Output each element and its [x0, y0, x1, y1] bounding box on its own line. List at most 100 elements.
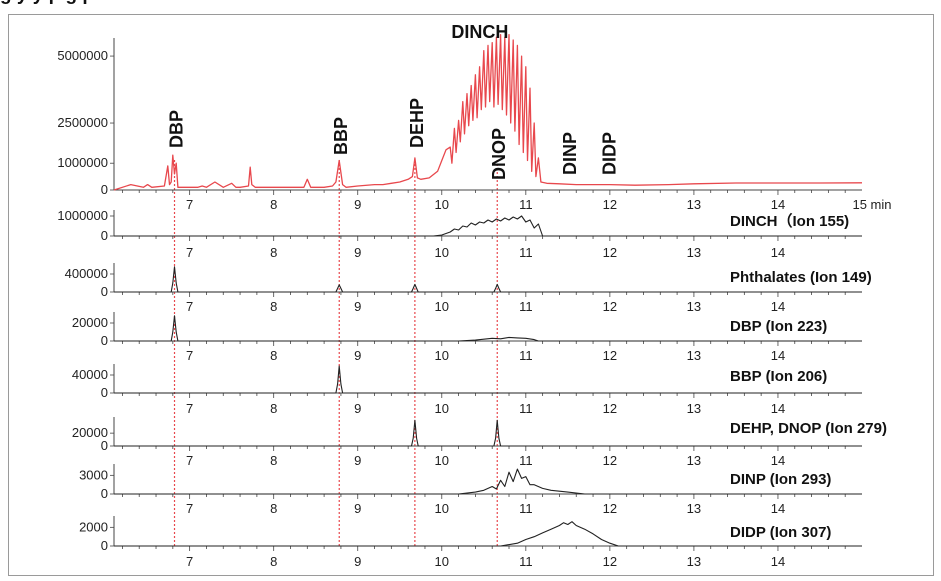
- x-tick-label: 9: [354, 245, 361, 260]
- x-tick-label: 14: [771, 554, 785, 569]
- y-tick-label: 400000: [65, 266, 108, 281]
- x-tick-label: 11: [519, 299, 533, 314]
- figure-heading-fragment: g y y p g p: [0, 0, 941, 8]
- x-tick-label: 9: [354, 554, 361, 569]
- y-tick-label: 1000000: [57, 155, 108, 170]
- x-tick-label: 11: [519, 453, 533, 468]
- x-tick-label: 14: [771, 348, 785, 363]
- ion-label: DIDP (Ion 307): [730, 524, 831, 541]
- y-tick-label: 0: [101, 486, 108, 501]
- ion-label: DEHP, DNOP (Ion 279): [730, 420, 887, 437]
- panel-dbp: 0 20000 7 8 9 10 11 12 13 14 DBP (Ion 223): [72, 312, 862, 363]
- compound-label-dinp: DINP: [560, 132, 580, 175]
- x-tick-label: 11: [519, 348, 533, 363]
- x-tick-label: 9: [354, 348, 361, 363]
- trace-dinp: [114, 468, 862, 495]
- trace-dehp_dnop: [114, 419, 862, 447]
- x-tick-label: 11: [519, 501, 533, 516]
- x-unit-label: 15 min: [852, 197, 891, 212]
- x-tick-label: 9: [354, 299, 361, 314]
- x-tick-label: 8: [270, 197, 277, 212]
- ion-label: DINCH（Ion 155): [730, 212, 849, 230]
- x-tick-label: 10: [435, 501, 449, 516]
- panel-tic: 0 1000000 2500000 5000000 7 8 9 10 11 12 13 14: [57, 33, 863, 212]
- x-tick-label: 7: [186, 245, 193, 260]
- x-tick-label: 9: [354, 501, 361, 516]
- x-tick-label: 11: [519, 197, 533, 212]
- y-tick-label: 40000: [72, 367, 108, 382]
- panel-phthalates: 0 400000 7 8 9 10 11 12 13 14 Phthalates (Ion 149): [65, 263, 872, 314]
- x-tick-label: 14: [771, 501, 785, 516]
- x-tick-label: 11: [519, 245, 533, 260]
- x-tick-label: 12: [603, 348, 617, 363]
- x-tick-label: 7: [186, 348, 193, 363]
- x-tick-label: 8: [270, 453, 277, 468]
- trace-bbp: [114, 365, 862, 394]
- x-tick-label: 8: [270, 245, 277, 260]
- y-tick-label: 0: [101, 182, 108, 197]
- x-tick-label: 13: [687, 453, 701, 468]
- x-tick-label: 14: [771, 401, 785, 416]
- x-tick-label: 7: [186, 453, 193, 468]
- panel-dinch: 0 1000000 7 8 9 10 11 12 13 14 DINCH（Ion 155): [57, 208, 862, 260]
- y-tick-label: 5000000: [57, 48, 108, 63]
- y-tick-label: 20000: [72, 315, 108, 330]
- x-tick-label: 9: [354, 453, 361, 468]
- y-tick-label: 0: [101, 284, 108, 299]
- x-tick-label: 7: [186, 197, 193, 212]
- x-tick-label: 11: [519, 401, 533, 416]
- x-tick-label: 13: [687, 245, 701, 260]
- x-tick-label: 10: [435, 401, 449, 416]
- x-tick-label: 8: [270, 299, 277, 314]
- ion-label: BBP (Ion 206): [730, 368, 827, 385]
- x-tick-label: 12: [603, 197, 617, 212]
- x-tick-label: 14: [771, 245, 785, 260]
- panel-dinp: 0 3000 7 8 9 10 11 12 13 14 DINP (Ion 293): [79, 464, 862, 516]
- x-tick-label: 9: [354, 401, 361, 416]
- trace-tic: [113, 33, 863, 191]
- trace-phthalates: [114, 266, 862, 293]
- x-tick-label: 13: [687, 501, 701, 516]
- compound-label-dehp: DEHP: [407, 98, 427, 148]
- x-tick-label: 9: [354, 197, 361, 212]
- x-tick-label: 10: [435, 554, 449, 569]
- x-tick-label: 8: [270, 401, 277, 416]
- x-tick-label: 12: [603, 501, 617, 516]
- y-tick-label: 0: [101, 438, 108, 453]
- x-tick-label: 13: [687, 401, 701, 416]
- x-tick-label: 8: [270, 554, 277, 569]
- y-tick-label: 0: [101, 385, 108, 400]
- x-tick-label: 13: [687, 348, 701, 363]
- ion-label: Phthalates (Ion 149): [730, 269, 872, 286]
- y-tick-label: 20000: [72, 425, 108, 440]
- x-tick-label: 14: [771, 299, 785, 314]
- x-tick-label: 12: [603, 401, 617, 416]
- x-tick-label: 11: [519, 554, 533, 569]
- trace-didp: [114, 521, 862, 547]
- y-tick-label: 1000000: [57, 208, 108, 223]
- ion-label: DBP (Ion 223): [730, 318, 827, 335]
- trace-dinch: [114, 215, 862, 237]
- x-tick-label: 7: [186, 299, 193, 314]
- x-tick-label: 12: [603, 554, 617, 569]
- x-tick-label: 7: [186, 554, 193, 569]
- compound-label-didp: DIDP: [599, 132, 619, 175]
- x-tick-label: 13: [687, 197, 701, 212]
- x-tick-label: 8: [270, 501, 277, 516]
- x-tick-label: 12: [603, 299, 617, 314]
- x-tick-label: 14: [771, 197, 785, 212]
- x-tick-label: 10: [435, 299, 449, 314]
- x-tick-label: 10: [435, 348, 449, 363]
- panel-didp: 0 2000 7 8 9 10 11 12 13 14 DIDP (Ion 307): [79, 516, 862, 569]
- x-tick-label: 10: [435, 197, 449, 212]
- trace-dbp: [114, 315, 862, 342]
- y-tick-label: 2500000: [57, 115, 108, 130]
- x-tick-label: 13: [687, 299, 701, 314]
- compound-label-dinch: DINCH: [451, 22, 508, 42]
- x-tick-label: 12: [603, 245, 617, 260]
- y-tick-label: 2000: [79, 519, 108, 534]
- x-tick-label: 8: [270, 348, 277, 363]
- y-tick-label: 0: [101, 538, 108, 553]
- x-tick-label: 7: [186, 501, 193, 516]
- compound-label-dnop: DNOP: [489, 128, 509, 180]
